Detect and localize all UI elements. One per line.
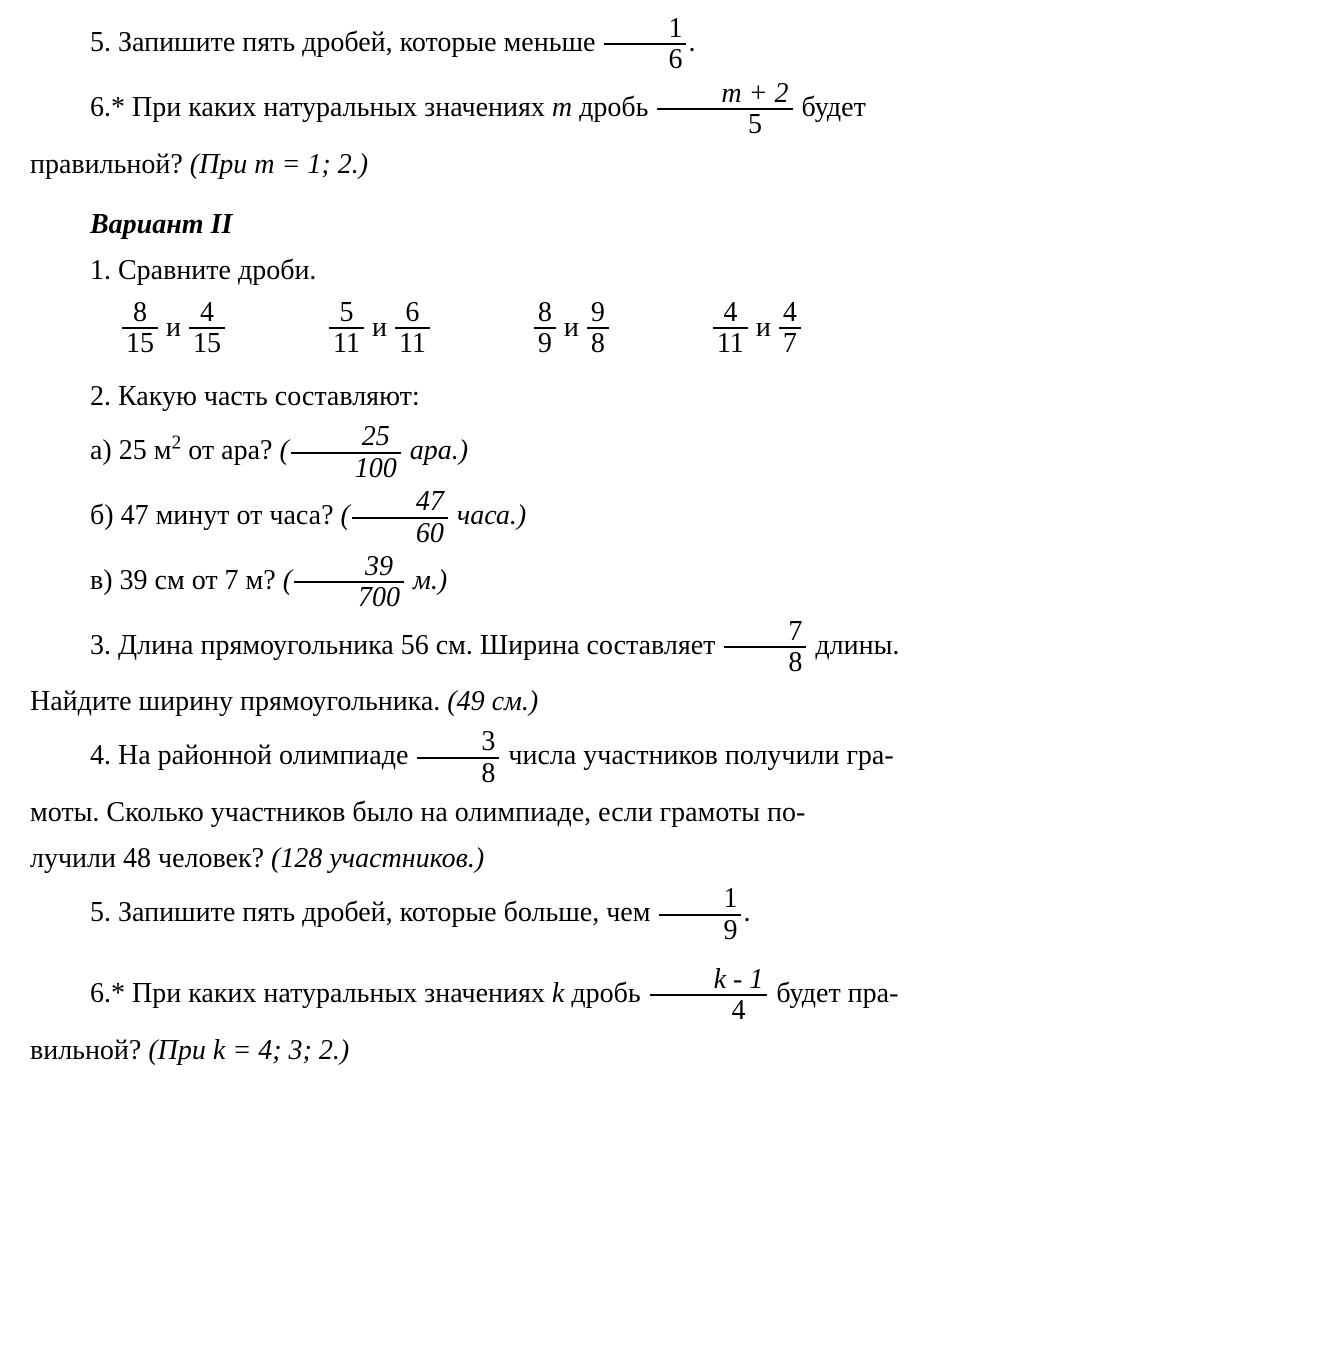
q6-bottom-line2: вильной? (При k = 4; 3; 2.) bbox=[30, 1030, 1309, 1072]
text: . bbox=[743, 897, 750, 928]
text: Длина прямоугольника 56 см. Ширина соста… bbox=[118, 630, 722, 661]
text: от ара? bbox=[181, 435, 279, 466]
fraction: m + 2 5 bbox=[657, 79, 792, 140]
fraction: 38 bbox=[417, 727, 499, 788]
answer: (49 см.) bbox=[447, 686, 538, 717]
fraction-pair: 815 и 415 bbox=[120, 298, 227, 359]
item-letter: б) bbox=[90, 500, 114, 531]
text: . bbox=[688, 27, 695, 58]
superscript: 2 bbox=[171, 433, 181, 454]
text: Запишите пять дробей, которые больше, че… bbox=[118, 897, 657, 928]
item-letter: в) bbox=[90, 565, 113, 596]
variant-heading: Вариант II bbox=[30, 204, 1309, 246]
text: При каких натуральных значениях bbox=[132, 978, 552, 1009]
q2-prompt: 2. Какую часть составляют: bbox=[30, 376, 1309, 418]
text: дробь bbox=[564, 978, 647, 1009]
q2-item-a: а) 25 м2 от ара? (25100 ара.) bbox=[30, 422, 1309, 483]
text: 47 минут от часа? bbox=[121, 500, 341, 531]
top-q6-line1: 6.* При каких натуральных значениях m др… bbox=[30, 79, 1309, 140]
item-number: 6.* bbox=[90, 978, 125, 1009]
q2-item-c: в) 39 см от 7 м? (39700 м.) bbox=[30, 552, 1309, 613]
text: Запишите пять дробей, которые меньше bbox=[118, 27, 602, 58]
answer: (25100 ара.) bbox=[279, 435, 468, 466]
text: числа участников получили гра- bbox=[508, 740, 893, 771]
text: будет bbox=[802, 92, 866, 123]
answer: (128 участников.) bbox=[271, 843, 484, 874]
text: При каких натуральных значениях bbox=[132, 92, 552, 123]
top-q6-line2: правильной? (При m = 1; 2.) bbox=[30, 144, 1309, 186]
fraction-pair: 511 и 611 bbox=[327, 298, 432, 359]
item-number: 6.* bbox=[90, 92, 125, 123]
answer: (При k = 4; 3; 2.) bbox=[148, 1035, 349, 1066]
q5-bottom: 5. Запишите пять дробей, которые больше,… bbox=[30, 884, 1309, 945]
fraction: 78 bbox=[724, 617, 806, 678]
fraction: 1 6 bbox=[604, 14, 686, 75]
top-q5: 5. Запишите пять дробей, которые меньше … bbox=[30, 14, 1309, 75]
text: правильной? bbox=[30, 149, 190, 180]
text: будет пра- bbox=[776, 978, 898, 1009]
q1-prompt: 1. Сравните дроби. bbox=[30, 250, 1309, 292]
q4-line1: 4. На районной олимпиаде 38 числа участн… bbox=[30, 727, 1309, 788]
q2-item-b: б) 47 минут от часа? (4760 часа.) bbox=[30, 487, 1309, 548]
item-number: 1. bbox=[90, 255, 111, 286]
text: 39 см от 7 м? bbox=[120, 565, 283, 596]
variable: m bbox=[552, 92, 572, 123]
fraction-pair: 411 и 47 bbox=[711, 298, 803, 359]
answer: (39700 м.) bbox=[283, 565, 448, 596]
text: дробь bbox=[572, 92, 655, 123]
fraction: k - 14 bbox=[650, 965, 768, 1026]
text: Сравните дроби. bbox=[118, 255, 316, 286]
text: вильной? bbox=[30, 1035, 148, 1066]
answer: (При m = 1; 2.) bbox=[190, 149, 368, 180]
q1-pairs: 815 и 415 511 и 611 89 и 98 411 и 47 bbox=[30, 298, 1309, 359]
fraction-pair: 89 и 98 bbox=[532, 298, 611, 359]
item-number: 5. bbox=[90, 897, 111, 928]
fraction: 19 bbox=[659, 884, 741, 945]
item-number: 2. bbox=[90, 381, 111, 412]
item-number: 5. bbox=[90, 27, 111, 58]
item-letter: а) bbox=[90, 435, 112, 466]
text: На районной олимпиаде bbox=[118, 740, 415, 771]
text: Какую часть составляют: bbox=[118, 381, 420, 412]
text: моты. Сколько участников было на олимпиа… bbox=[30, 797, 805, 828]
q3-line2: Найдите ширину прямоугольника. (49 см.) bbox=[30, 681, 1309, 723]
variable: k bbox=[552, 978, 564, 1009]
item-number: 4. bbox=[90, 740, 111, 771]
text: 25 м bbox=[119, 435, 172, 466]
item-number: 3. bbox=[90, 630, 111, 661]
q4-line3: лучили 48 человек? (128 участников.) bbox=[30, 838, 1309, 880]
q6-bottom-line1: 6.* При каких натуральных значениях k др… bbox=[30, 965, 1309, 1026]
q3-line1: 3. Длина прямоугольника 56 см. Ширина со… bbox=[30, 617, 1309, 678]
q4-line2: моты. Сколько участников было на олимпиа… bbox=[30, 792, 1309, 834]
text: лучили 48 человек? bbox=[30, 843, 271, 874]
text: длины. bbox=[815, 630, 899, 661]
text: Найдите ширину прямоугольника. bbox=[30, 686, 447, 717]
answer: (4760 часа.) bbox=[341, 500, 527, 531]
